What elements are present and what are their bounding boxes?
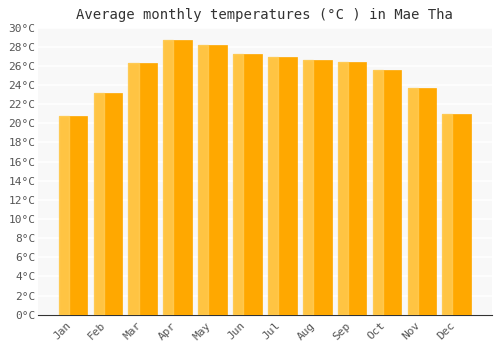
Bar [128, 63, 157, 315]
Bar [198, 45, 208, 315]
Bar [94, 93, 122, 315]
Bar [128, 63, 138, 315]
Bar [408, 88, 436, 315]
Bar [268, 57, 278, 315]
Title: Average monthly temperatures (°C ) in Mae Tha: Average monthly temperatures (°C ) in Ma… [76, 8, 454, 22]
Bar [303, 60, 313, 315]
Bar [58, 116, 87, 315]
Bar [303, 60, 332, 315]
Bar [372, 70, 382, 315]
Bar [338, 62, 366, 315]
Bar [164, 40, 192, 315]
Bar [338, 62, 348, 315]
Bar [268, 57, 296, 315]
Bar [408, 88, 418, 315]
Bar [372, 70, 402, 315]
Bar [58, 116, 68, 315]
Bar [233, 55, 243, 315]
Bar [164, 40, 173, 315]
Bar [198, 45, 227, 315]
Bar [442, 114, 452, 315]
Bar [233, 55, 262, 315]
Bar [442, 114, 471, 315]
Bar [94, 93, 104, 315]
